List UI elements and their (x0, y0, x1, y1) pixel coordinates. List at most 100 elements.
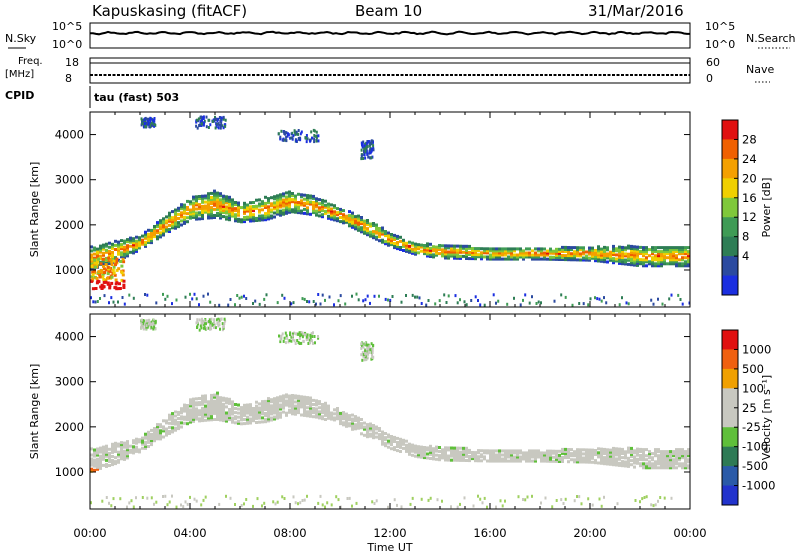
range-cell (129, 238, 132, 242)
range-cell (150, 239, 153, 243)
range-cell (183, 217, 186, 221)
range-cell (537, 249, 540, 253)
range-cell (132, 447, 135, 451)
range-cell (498, 253, 501, 257)
range-cell (132, 243, 135, 247)
range-cell (297, 205, 300, 208)
range-cell (237, 205, 240, 209)
range-cell (468, 246, 471, 250)
range-cell (357, 216, 360, 220)
range-cell (147, 430, 150, 434)
range-cell (258, 198, 261, 202)
range-cell (555, 453, 558, 457)
range-cell (441, 248, 444, 252)
range-cell (153, 229, 156, 232)
range-cell (165, 215, 168, 219)
range-cell (102, 447, 105, 451)
range-cell (228, 218, 231, 222)
range-cell (141, 234, 144, 238)
range-cell (489, 249, 492, 253)
range-cell (297, 203, 300, 206)
range-cell (564, 254, 567, 258)
range-cell (627, 446, 630, 450)
range-cell (552, 251, 555, 255)
range-cell (429, 457, 432, 460)
range-cell (255, 204, 258, 208)
range-cell (105, 446, 108, 450)
range-cell (434, 302, 437, 306)
range-cell (636, 449, 639, 453)
range-cell (321, 198, 324, 202)
range-cell (372, 436, 375, 440)
range-cell (555, 455, 558, 459)
range-cell (540, 251, 543, 255)
range-cell (423, 452, 426, 456)
range-cell (669, 456, 672, 460)
range-cell (273, 405, 276, 409)
range-cell (222, 202, 225, 206)
range-cell (486, 255, 489, 259)
range-cell (642, 246, 645, 250)
range-cell (210, 400, 213, 403)
range-cell (150, 233, 153, 236)
range-cell (276, 500, 279, 504)
range-cell (143, 118, 146, 122)
range-cell (293, 331, 296, 335)
range-cell (327, 412, 330, 416)
range-cell (594, 257, 597, 261)
range-cell (411, 453, 414, 457)
range-cell (309, 408, 312, 412)
range-cell (126, 252, 129, 256)
range-cell (558, 251, 561, 255)
range-cell (618, 249, 621, 253)
range-cell (480, 455, 483, 459)
range-cell (303, 397, 306, 401)
range-cell (453, 452, 456, 456)
range-cell (315, 401, 318, 405)
range-cell (171, 220, 174, 224)
range-cell (444, 452, 447, 456)
range-cell (399, 248, 402, 251)
range-cell (216, 418, 219, 421)
range-cell (279, 197, 282, 201)
range-cell (641, 497, 644, 501)
range-cell (615, 449, 618, 453)
range-cell (129, 448, 132, 452)
range-cell (558, 460, 561, 463)
range-cell (618, 255, 621, 259)
colorbar-tick-label: -25 (742, 420, 761, 434)
range-cell (597, 451, 600, 455)
range-cell (645, 448, 648, 452)
range-cell (202, 294, 205, 298)
range-cell (549, 459, 552, 463)
range-cell (687, 262, 690, 266)
range-cell (164, 297, 167, 301)
range-cell (630, 244, 633, 248)
range-cell (196, 325, 199, 329)
y-tick-label: 1000 (55, 465, 84, 479)
range-cell (519, 449, 522, 453)
range-cell (435, 447, 438, 451)
range-cell (198, 409, 201, 413)
range-cell (369, 432, 372, 436)
range-cell (303, 411, 306, 415)
range-cell (414, 248, 417, 252)
range-cell (213, 199, 216, 203)
range-cell (351, 504, 353, 508)
range-cell (612, 247, 615, 250)
range-cell (510, 255, 513, 259)
range-cell (576, 254, 579, 258)
range-cell (495, 449, 498, 453)
range-cell (112, 271, 116, 275)
range-cell (210, 416, 213, 420)
colorbar-tick-label: 28 (742, 132, 757, 146)
range-cell (390, 439, 393, 442)
range-cell (228, 208, 231, 211)
range-cell (96, 253, 99, 257)
range-cell (405, 449, 408, 453)
range-cell (681, 462, 684, 466)
range-cell (216, 207, 219, 211)
range-cell (603, 252, 606, 255)
range-cell (279, 213, 282, 217)
range-cell (687, 252, 690, 256)
